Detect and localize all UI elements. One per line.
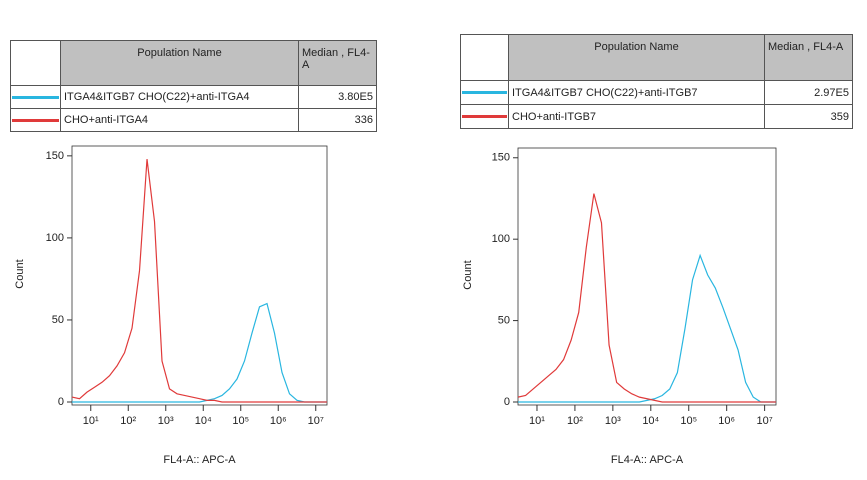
legend-name: ITGA4&ITGB7 CHO(C22)+anti-ITGB7 [508, 80, 765, 105]
header-row: Population Name Median , FL4-A [10, 40, 377, 86]
legend-median: 359 [764, 104, 853, 129]
y-tick-label: 100 [46, 232, 64, 244]
swatch-cell [460, 104, 509, 129]
legend-swatch [462, 91, 507, 94]
header-cell: Median , FL4-A [298, 40, 377, 86]
x-axis-label: FL4-A:: APC-A [611, 454, 684, 466]
swatch-cell [460, 80, 509, 105]
y-tick-label: 150 [492, 152, 510, 164]
x-tick-label: 10⁴ [642, 415, 659, 427]
x-tick-label: 10⁴ [195, 415, 212, 427]
legend-row: CHO+anti-ITGB7 359 [460, 104, 853, 129]
swatch-cell [10, 108, 61, 132]
histogram-line [71, 159, 327, 403]
legend-median: 3.80E5 [298, 85, 377, 109]
legend-table: Population Name Median , FL4-A ITGA4&ITGB7… [460, 34, 853, 129]
header-cell: Population Name [508, 34, 765, 81]
legend-name: CHO+anti-ITGA4 [60, 108, 299, 132]
y-tick-label: 50 [52, 314, 64, 326]
y-axis-label: Count [462, 260, 474, 289]
y-axis-label: Count [14, 259, 26, 288]
x-tick-label: 10³ [158, 415, 174, 427]
plot-frame [71, 145, 328, 406]
legend-median: 336 [298, 108, 377, 132]
legend-name: CHO+anti-ITGB7 [508, 104, 765, 129]
x-tick-label: 10⁶ [270, 415, 287, 427]
y-tick-label: 50 [498, 314, 510, 326]
legend-swatch [462, 115, 507, 118]
legend-row: CHO+anti-ITGA4 336 [10, 108, 377, 132]
header-blank [460, 34, 509, 81]
legend-row: ITGA4&ITGB7 CHO(C22)+anti-ITGA4 3.80E5 [10, 85, 377, 109]
legend-name: ITGA4&ITGB7 CHO(C22)+anti-ITGA4 [60, 85, 299, 109]
y-tick-label: 0 [504, 396, 510, 408]
swatch-cell [10, 85, 61, 109]
legend-swatch [12, 118, 59, 122]
x-tick-label: 10² [567, 415, 583, 427]
x-tick-label: 10² [120, 415, 136, 427]
x-tick-label: 10¹ [83, 415, 99, 427]
x-tick-label: 10⁵ [680, 415, 697, 427]
y-tick-label: 150 [46, 150, 64, 162]
y-tick-label: 0 [58, 396, 64, 408]
x-axis-label: FL4-A:: APC-A [163, 454, 236, 466]
histogram-line [518, 253, 776, 403]
header-cell: Population Name [60, 40, 299, 86]
x-tick-label: 10³ [605, 415, 621, 427]
x-tick-label: 10¹ [529, 415, 545, 427]
x-tick-label: 10⁷ [308, 415, 324, 427]
legend-median: 2.97E5 [764, 80, 853, 105]
histogram-line [72, 302, 327, 403]
y-tick-label: 100 [492, 233, 510, 245]
legend-swatch [12, 95, 59, 99]
x-tick-label: 10⁵ [232, 415, 249, 427]
plot-frame [517, 147, 777, 406]
header-cell: Median , FL4-A [764, 34, 853, 81]
header-row: Population Name Median , FL4-A [460, 34, 853, 81]
legend-row: ITGA4&ITGB7 CHO(C22)+anti-ITGB7 2.97E5 [460, 80, 853, 105]
x-tick-label: 10⁷ [757, 415, 773, 427]
x-tick-label: 10⁶ [718, 415, 735, 427]
histogram-line [517, 193, 776, 403]
legend-table: Population Name Median , FL4-A ITGA4&ITGB7… [10, 40, 377, 132]
header-blank [10, 40, 61, 86]
